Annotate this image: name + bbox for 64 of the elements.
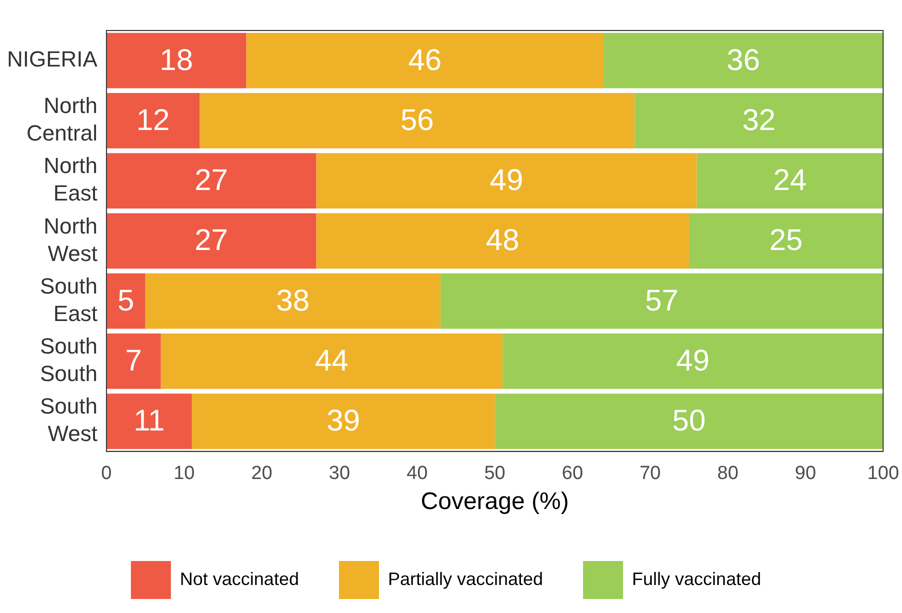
x-tick-label: 30: [328, 463, 350, 484]
y-tick-label: North Central: [26, 93, 98, 146]
data-label: 49: [490, 164, 524, 198]
data-label: 27: [194, 224, 228, 258]
bar: [145, 273, 440, 329]
x-tick-label: 60: [562, 463, 584, 484]
bar: [106, 32, 246, 88]
data-label: 39: [326, 404, 360, 438]
y-tick-label: South East: [40, 273, 98, 326]
data-label: 11: [134, 404, 165, 438]
bar: [106, 334, 161, 389]
x-tick-label: 100: [867, 463, 899, 484]
data-label: 44: [315, 344, 348, 378]
x-tick-label: 40: [406, 463, 428, 484]
bar: [634, 93, 884, 148]
data-label: 50: [672, 404, 706, 438]
legend-label: Fully vaccinated: [632, 568, 762, 589]
data-label: 5: [118, 284, 134, 318]
bar: [106, 394, 192, 449]
bar: [696, 153, 884, 208]
bar: [106, 213, 316, 269]
bar: [246, 32, 604, 88]
data-label: 7: [125, 344, 142, 378]
x-tick-label: 90: [794, 463, 816, 484]
x-tick-label: 70: [640, 463, 661, 484]
data-label: 49: [676, 344, 710, 378]
data-label: 56: [400, 104, 434, 137]
x-tick-label: 20: [251, 463, 272, 484]
bar: [106, 153, 316, 208]
data-label: 32: [742, 104, 776, 137]
bar: [200, 93, 635, 148]
bar: [192, 394, 495, 449]
bar: [160, 334, 503, 389]
bar: [688, 213, 884, 269]
y-tick-label: North East: [44, 153, 98, 206]
data-label: 12: [136, 104, 170, 137]
x-tick-label: 50: [484, 463, 506, 484]
data-label: 24: [773, 164, 807, 198]
bar: [604, 32, 884, 88]
data-label: 36: [726, 44, 760, 77]
bar: [106, 93, 200, 148]
y-tick-label: North West: [44, 213, 98, 266]
bar: [502, 334, 884, 389]
bar: [316, 153, 697, 208]
data-label: 38: [276, 284, 310, 318]
y-tick-label: South South: [40, 334, 98, 386]
bar: [106, 273, 146, 329]
x-tick-label: 80: [717, 463, 738, 484]
legend-label: Not vaccinated: [180, 568, 299, 589]
data-label: 46: [408, 44, 442, 77]
bar: [494, 394, 884, 449]
data-label: 18: [160, 44, 194, 77]
data-label: 57: [645, 284, 678, 318]
bar: [316, 213, 689, 269]
data-label: 25: [769, 224, 803, 258]
x-tick-label: 0: [101, 463, 112, 484]
data-label: 48: [486, 224, 520, 258]
bar: [440, 273, 884, 329]
y-tick-label: South West: [40, 394, 98, 446]
legend-label: Partially vaccinated: [388, 568, 544, 589]
y-tick-label: NIGERIA: [6, 46, 98, 72]
x-tick-label: 10: [174, 463, 195, 484]
x-axis-title: Coverage (%): [420, 488, 569, 516]
data-label: 27: [194, 164, 228, 198]
